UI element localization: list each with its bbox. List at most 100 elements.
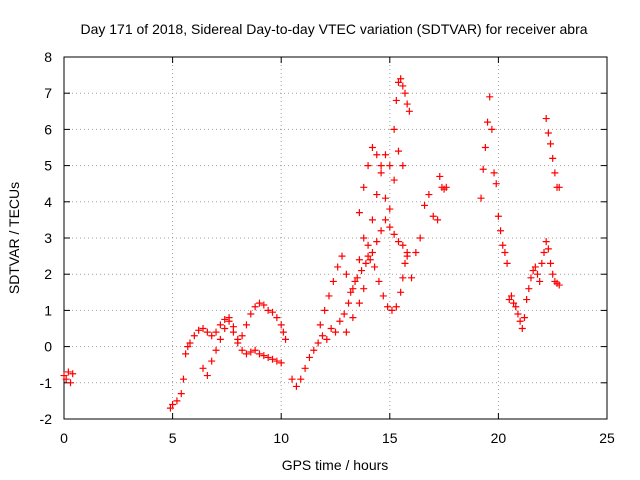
data-point <box>399 241 407 249</box>
y-tick-label: 6 <box>44 121 52 137</box>
data-point <box>403 100 411 108</box>
data-point <box>173 397 181 405</box>
chart-title: Day 171 of 2018, Sidereal Day-to-day VTE… <box>80 21 587 37</box>
data-point <box>264 353 272 361</box>
data-point <box>542 238 550 246</box>
data-point <box>392 96 400 104</box>
data-point <box>321 306 329 314</box>
data-point <box>184 343 192 351</box>
data-point <box>338 252 346 260</box>
data-point <box>381 216 389 224</box>
data-point <box>386 223 394 231</box>
y-tick-label: -2 <box>40 411 53 427</box>
data-point <box>190 332 198 340</box>
data-point <box>373 191 381 199</box>
data-point <box>342 270 350 278</box>
y-tick-label: 7 <box>44 85 52 101</box>
y-tick-label: -1 <box>40 375 53 391</box>
data-point <box>512 303 520 311</box>
data-point <box>238 346 246 354</box>
data-point <box>229 328 237 336</box>
data-point <box>436 172 444 180</box>
data-point <box>297 375 305 383</box>
data-point <box>351 277 359 285</box>
data-point <box>269 355 277 363</box>
data-point <box>421 201 429 209</box>
data-point <box>208 357 216 365</box>
data-point <box>549 270 557 278</box>
data-point <box>523 296 531 304</box>
data-point <box>166 404 174 412</box>
series-seg-f <box>342 75 413 336</box>
data-point <box>242 321 250 329</box>
y-tick-label: 0 <box>44 339 52 355</box>
data-point <box>212 328 220 336</box>
data-point <box>199 325 207 332</box>
data-point <box>221 315 229 323</box>
data-point <box>394 78 402 86</box>
data-point <box>288 375 296 383</box>
data-point <box>514 310 522 318</box>
data-point <box>195 326 203 334</box>
data-point <box>301 364 309 372</box>
y-tick-label: 8 <box>44 49 52 65</box>
y-axis-label: SDTVAR / TECUs <box>6 182 22 294</box>
x-tick-label: 20 <box>491 430 507 446</box>
data-point <box>377 162 385 170</box>
data-point <box>353 274 361 282</box>
data-point <box>507 292 515 300</box>
data-point <box>373 151 381 159</box>
data-point <box>401 259 409 267</box>
data-point <box>364 252 372 260</box>
data-point <box>394 147 402 155</box>
data-point <box>216 335 224 343</box>
data-point <box>366 256 374 264</box>
y-tick-label: 3 <box>44 230 52 246</box>
data-point <box>518 325 526 332</box>
series-seg-g <box>355 144 407 217</box>
series-seg-b <box>166 299 290 412</box>
data-point <box>355 299 363 307</box>
data-point <box>544 129 552 137</box>
data-point <box>247 310 255 318</box>
data-point <box>318 332 326 340</box>
data-point <box>62 375 70 383</box>
series-seg-i <box>436 172 450 193</box>
data-point <box>329 277 337 285</box>
data-point <box>494 212 502 220</box>
data-point <box>273 314 281 322</box>
data-point <box>360 234 368 242</box>
data-point <box>310 346 318 354</box>
data-point <box>358 267 366 275</box>
y-tick-label: 5 <box>44 158 52 174</box>
data-point <box>60 372 68 380</box>
data-point <box>499 241 507 249</box>
data-point <box>342 328 350 336</box>
data-point <box>349 314 357 322</box>
data-point <box>355 256 363 264</box>
series-seg-e <box>316 216 411 329</box>
data-point <box>316 321 324 329</box>
data-point <box>362 259 370 267</box>
data-point <box>397 288 405 296</box>
data-point <box>255 350 263 358</box>
data-point <box>481 144 489 151</box>
series-seg-k <box>542 115 563 191</box>
data-point <box>384 303 392 311</box>
data-point <box>345 299 353 307</box>
data-point <box>199 364 207 372</box>
data-point <box>399 274 407 282</box>
data-point <box>234 339 242 347</box>
data-point <box>416 234 424 242</box>
data-point <box>212 346 220 354</box>
data-point <box>373 238 381 246</box>
data-point <box>381 194 389 202</box>
data-point <box>182 350 190 358</box>
data-point <box>269 308 277 316</box>
data-point <box>208 332 216 340</box>
x-tick-label: 5 <box>169 430 177 446</box>
data-point <box>547 140 555 148</box>
data-point <box>555 281 563 289</box>
data-point <box>251 346 259 354</box>
